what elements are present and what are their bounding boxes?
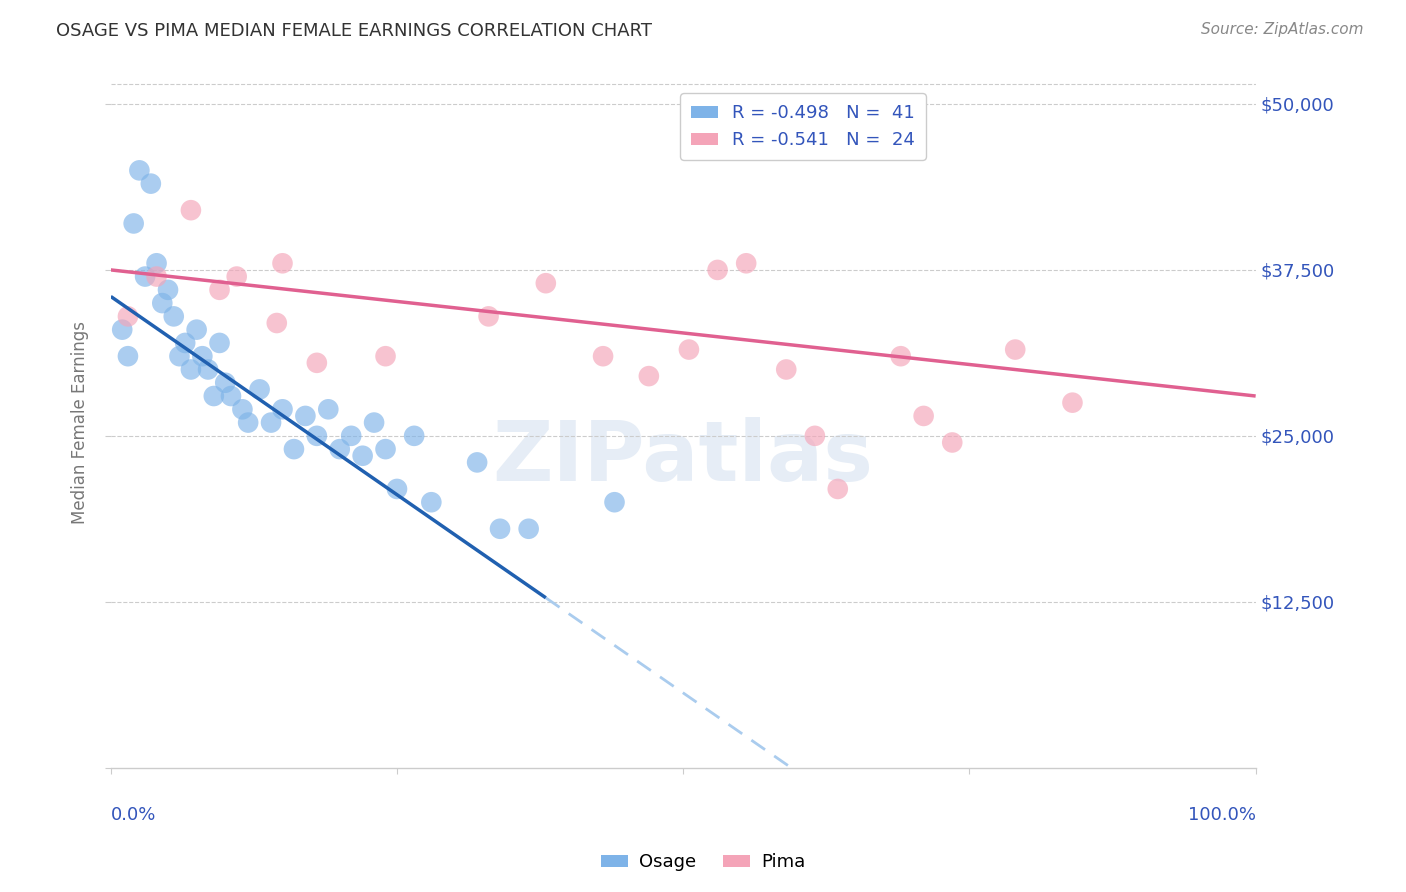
Point (180, 362, 202, 376)
Text: 0.0%: 0.0% (111, 805, 156, 823)
Point (775, 362, 797, 376)
Point (420, 495, 443, 509)
Y-axis label: Median Female Earnings: Median Female Earnings (72, 321, 89, 524)
Point (283, 442, 305, 456)
Point (260, 416, 283, 430)
Text: ZIPatlas: ZIPatlas (492, 417, 873, 498)
Point (352, 449, 374, 463)
Point (186, 323, 208, 337)
Point (202, 389, 225, 403)
Point (169, 349, 191, 363)
Point (404, 429, 426, 443)
Point (1062, 395, 1084, 409)
Text: OSAGE VS PIMA MEDIAN FEMALE EARNINGS CORRELATION CHART: OSAGE VS PIMA MEDIAN FEMALE EARNINGS COR… (56, 22, 652, 40)
Point (225, 269, 247, 284)
Point (1004, 343, 1026, 357)
Point (249, 383, 271, 397)
Point (603, 495, 626, 509)
Point (305, 429, 328, 443)
Point (678, 343, 700, 357)
Point (340, 429, 363, 443)
Point (385, 482, 408, 496)
Point (117, 349, 139, 363)
Point (122, 217, 145, 231)
Point (236, 416, 259, 430)
Point (145, 256, 167, 270)
Point (134, 269, 156, 284)
Point (489, 522, 512, 536)
Point (271, 402, 294, 417)
Point (316, 402, 339, 417)
Point (477, 310, 499, 324)
Point (374, 349, 396, 363)
Point (231, 402, 253, 417)
Point (465, 455, 488, 469)
Point (804, 429, 827, 443)
Point (197, 362, 219, 376)
Point (706, 263, 728, 277)
Legend: Osage, Pima: Osage, Pima (593, 847, 813, 879)
Point (827, 482, 849, 496)
Point (191, 349, 214, 363)
Point (145, 269, 167, 284)
Point (534, 276, 557, 290)
Point (180, 203, 202, 218)
Point (912, 409, 935, 423)
Point (735, 256, 758, 270)
Point (219, 389, 242, 403)
Point (208, 335, 231, 350)
Point (150, 296, 173, 310)
Point (294, 409, 316, 423)
Point (374, 442, 396, 456)
Point (517, 522, 540, 536)
Point (890, 349, 912, 363)
Point (214, 376, 236, 390)
Point (111, 323, 134, 337)
Point (156, 283, 179, 297)
Point (174, 335, 197, 350)
Point (117, 310, 139, 324)
Point (208, 283, 231, 297)
Text: Source: ZipAtlas.com: Source: ZipAtlas.com (1201, 22, 1364, 37)
Point (637, 369, 659, 384)
Point (139, 177, 162, 191)
Point (305, 356, 328, 370)
Point (271, 256, 294, 270)
Point (592, 349, 614, 363)
Text: 100.0%: 100.0% (1188, 805, 1256, 823)
Point (329, 442, 352, 456)
Point (163, 310, 186, 324)
Point (941, 435, 963, 450)
Point (128, 163, 150, 178)
Point (363, 416, 385, 430)
Point (266, 316, 288, 330)
Legend: R = -0.498   N =  41, R = -0.541   N =  24: R = -0.498 N = 41, R = -0.541 N = 24 (681, 94, 927, 160)
